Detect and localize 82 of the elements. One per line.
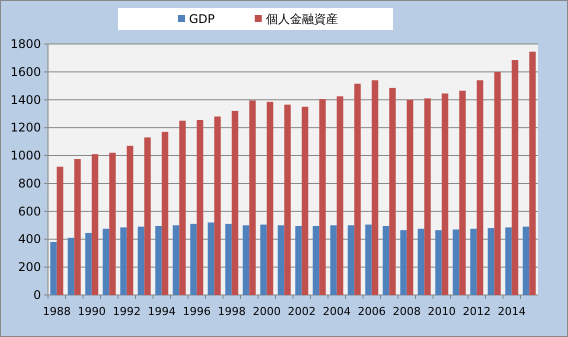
bar: [249, 100, 256, 295]
bar: [442, 94, 448, 295]
bar: [172, 225, 180, 295]
bar: [494, 72, 501, 295]
x-tick-label: 1992: [112, 305, 141, 318]
bar: [488, 228, 494, 295]
bar: [459, 90, 466, 295]
bar: [319, 99, 326, 295]
bar: [120, 227, 127, 295]
bar: [225, 224, 232, 295]
x-tick-label: 1988: [42, 305, 71, 318]
bar: [260, 224, 267, 295]
bar: [190, 224, 197, 295]
bar: [452, 229, 460, 295]
x-tick-label: 2004: [322, 305, 351, 318]
bar: [424, 98, 431, 295]
bar: [232, 110, 238, 295]
x-tick-label: 2008: [392, 305, 421, 318]
bar: [348, 225, 354, 295]
bar: [242, 225, 250, 295]
bar: [68, 238, 74, 295]
bar: [92, 154, 98, 295]
bar: [476, 80, 484, 295]
bar: [109, 152, 116, 295]
bar: [126, 146, 134, 295]
bar: [312, 226, 320, 295]
bar: [179, 120, 186, 295]
bar: [155, 226, 162, 295]
bar: [295, 226, 302, 295]
bar: [284, 104, 291, 295]
bar: [74, 159, 81, 295]
x-tick-label: 2000: [252, 305, 281, 318]
bar: [278, 225, 284, 295]
bar: [102, 228, 110, 295]
y-tick-label: 1000: [10, 148, 41, 163]
bar: [389, 88, 396, 295]
bar: [144, 137, 151, 295]
x-tick-label: 2010: [428, 305, 456, 318]
bar: [214, 116, 221, 295]
x-tick-label: 1990: [78, 305, 106, 318]
x-tick-label: 2012: [462, 305, 491, 318]
bar: [382, 226, 390, 295]
y-tick-label: 400: [18, 232, 41, 246]
legend-label: 個人金融資産: [266, 12, 338, 26]
x-tick-label: 2002: [288, 305, 316, 318]
bar: [138, 226, 144, 295]
bar: [365, 224, 372, 295]
legend-label: GDP: [189, 12, 215, 26]
bar: [435, 230, 442, 295]
x-tick-label: 1998: [218, 305, 246, 318]
y-tick-label: 0: [33, 288, 41, 302]
x-tick-label: 2014: [498, 305, 526, 318]
bar: [50, 242, 57, 295]
bar: [470, 228, 477, 295]
bar: [406, 100, 414, 295]
bar: [336, 96, 344, 295]
bar: [208, 222, 214, 295]
y-tick-label: 1600: [10, 64, 41, 79]
x-tick-label: 1996: [182, 305, 211, 318]
y-tick-label: 1400: [10, 92, 41, 107]
bar: [302, 106, 308, 295]
bar: [354, 84, 361, 295]
y-tick-label: 600: [18, 204, 41, 218]
y-tick-label: 1800: [10, 37, 41, 51]
bar: [330, 225, 337, 295]
bar: [372, 80, 378, 295]
y-tick-label: 800: [18, 176, 41, 190]
bar: [85, 232, 92, 295]
bar: [512, 60, 518, 295]
bar: [529, 52, 536, 295]
x-tick-label: 2006: [358, 305, 386, 318]
bar: [522, 226, 530, 295]
bar: [266, 102, 274, 295]
bar: [56, 166, 64, 295]
bar: [162, 132, 168, 295]
bar: [196, 120, 204, 295]
x-tick-label: 1994: [148, 305, 176, 318]
y-tick-label: 1200: [10, 120, 41, 135]
bar: [400, 230, 407, 295]
y-tick-label: 200: [18, 260, 41, 274]
bar: [418, 228, 424, 295]
bar: [505, 227, 512, 295]
